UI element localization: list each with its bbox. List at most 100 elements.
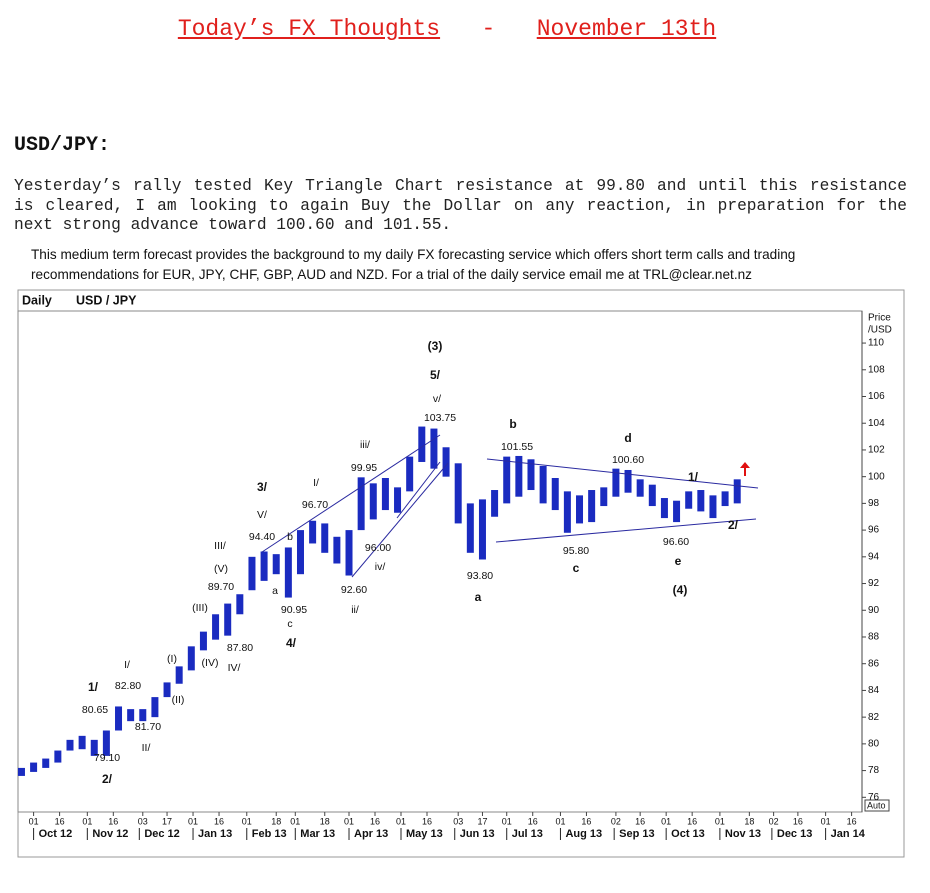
x-tick-label: 18: [744, 816, 754, 826]
title: Today’s FX Thoughts - November 13th: [0, 16, 894, 42]
price-bar: [588, 490, 596, 523]
scale-mode: Auto: [867, 800, 886, 810]
price-bar: [697, 490, 705, 512]
price-bar: [369, 483, 377, 520]
wave-label: 90.95: [281, 604, 307, 616]
wave-label: III/: [214, 540, 226, 552]
price-bar: [551, 478, 559, 511]
price-bar: [660, 498, 668, 519]
price-bar: [673, 500, 681, 523]
price-bar: [624, 469, 632, 493]
price-bar: [248, 556, 256, 591]
month-label: Oct 13: [671, 828, 705, 840]
price-bar: [612, 468, 620, 497]
x-tick-label: 01: [821, 816, 831, 826]
wave-label: a: [272, 585, 278, 597]
price-bar: [78, 735, 86, 750]
wave-label: (III): [192, 602, 208, 614]
x-tick-label: 16: [635, 816, 645, 826]
wave-label: II/: [142, 742, 151, 754]
month-label: Oct 12: [39, 828, 73, 840]
wave-label: (IV): [202, 657, 219, 669]
y-tick-label: 88: [868, 632, 880, 643]
price-bar: [685, 491, 693, 509]
wave-label: b: [287, 531, 293, 543]
wave-label: 87.80: [227, 642, 253, 654]
month-label: Nov 12: [92, 828, 128, 840]
price-bar: [54, 750, 62, 763]
scale-mode-box: [864, 799, 890, 812]
y-tick-label: 78: [868, 765, 880, 776]
x-tick-label: 16: [108, 816, 118, 826]
wave-label: 94.40: [249, 531, 275, 543]
y-axis-unit: /USD: [868, 325, 892, 336]
price-bar: [709, 495, 717, 519]
x-tick-label: 16: [581, 816, 591, 826]
x-tick-label: 16: [370, 816, 380, 826]
x-tick-label: 18: [320, 816, 330, 826]
price-bar: [442, 447, 450, 477]
month-label: Jul 13: [512, 828, 543, 840]
y-tick-label: 96: [868, 525, 880, 536]
price-bar: [381, 478, 389, 511]
wave-label: 80.65: [82, 704, 108, 716]
x-tick-label: 01: [502, 816, 512, 826]
x-tick-label: 16: [214, 816, 224, 826]
wave-label: 93.80: [467, 570, 493, 582]
month-label: Aug 13: [565, 828, 602, 840]
chart-title: Daily: [22, 293, 52, 307]
x-tick-label: 01: [242, 816, 252, 826]
month-label: May 13: [406, 828, 443, 840]
month-label: Nov 13: [725, 828, 761, 840]
wave-label: 4/: [286, 636, 297, 650]
up-arrow: [740, 462, 750, 476]
trend-line: [486, 458, 759, 489]
price-bar: [272, 554, 280, 575]
price-bar: [42, 758, 50, 768]
wave-label: 2/: [728, 518, 739, 532]
note: This medium term forecast provides the b…: [31, 247, 796, 282]
y-tick-label: 98: [868, 498, 880, 509]
price-bar: [115, 706, 123, 731]
x-tick-label: 01: [555, 816, 565, 826]
wave-label: 5/: [430, 368, 441, 382]
price-bar: [406, 456, 414, 492]
price-bar: [466, 503, 474, 553]
wave-label: I/: [313, 477, 319, 489]
price-bar: [527, 459, 535, 491]
month-label: Dec 12: [144, 828, 179, 840]
y-tick-label: 94: [868, 551, 880, 562]
chart-frame: [17, 289, 905, 858]
wave-label: b: [509, 417, 516, 431]
x-tick-label: 01: [344, 816, 354, 826]
price-bar: [418, 426, 426, 462]
wave-label: 96.70: [302, 499, 328, 511]
price-bar: [345, 530, 353, 576]
y-tick-label: 100: [868, 471, 885, 482]
y-tick-label: 92: [868, 578, 880, 589]
price-bar: [212, 614, 220, 640]
wave-label: 79.10: [94, 752, 120, 764]
wave-label: 96.00: [365, 542, 391, 554]
wave-label: 1/: [688, 470, 699, 484]
month-label: Sep 13: [619, 828, 654, 840]
x-tick-label: 03: [453, 816, 463, 826]
y-tick-label: 110: [868, 338, 884, 349]
x-tick-label: 16: [55, 816, 65, 826]
wave-label: 89.70: [208, 581, 234, 593]
price-bar: [175, 666, 183, 684]
y-tick-label: 108: [868, 364, 885, 375]
trend-line: [261, 434, 441, 553]
y-tick-label: 106: [868, 391, 885, 402]
price-bar: [163, 682, 171, 698]
paragraph: Yesterday’s rally tested Key Triangle Ch…: [14, 177, 907, 234]
wave-label: d: [624, 431, 631, 445]
month-label: Jun 13: [460, 828, 495, 840]
wave-label: a: [475, 590, 482, 604]
price-bar: [187, 646, 195, 671]
wave-label: 99.95: [351, 462, 377, 474]
price-bar: [236, 594, 244, 615]
wave-label: 2/: [102, 772, 113, 786]
month-label: Jan 13: [198, 828, 232, 840]
y-tick-label: 90: [868, 605, 880, 616]
